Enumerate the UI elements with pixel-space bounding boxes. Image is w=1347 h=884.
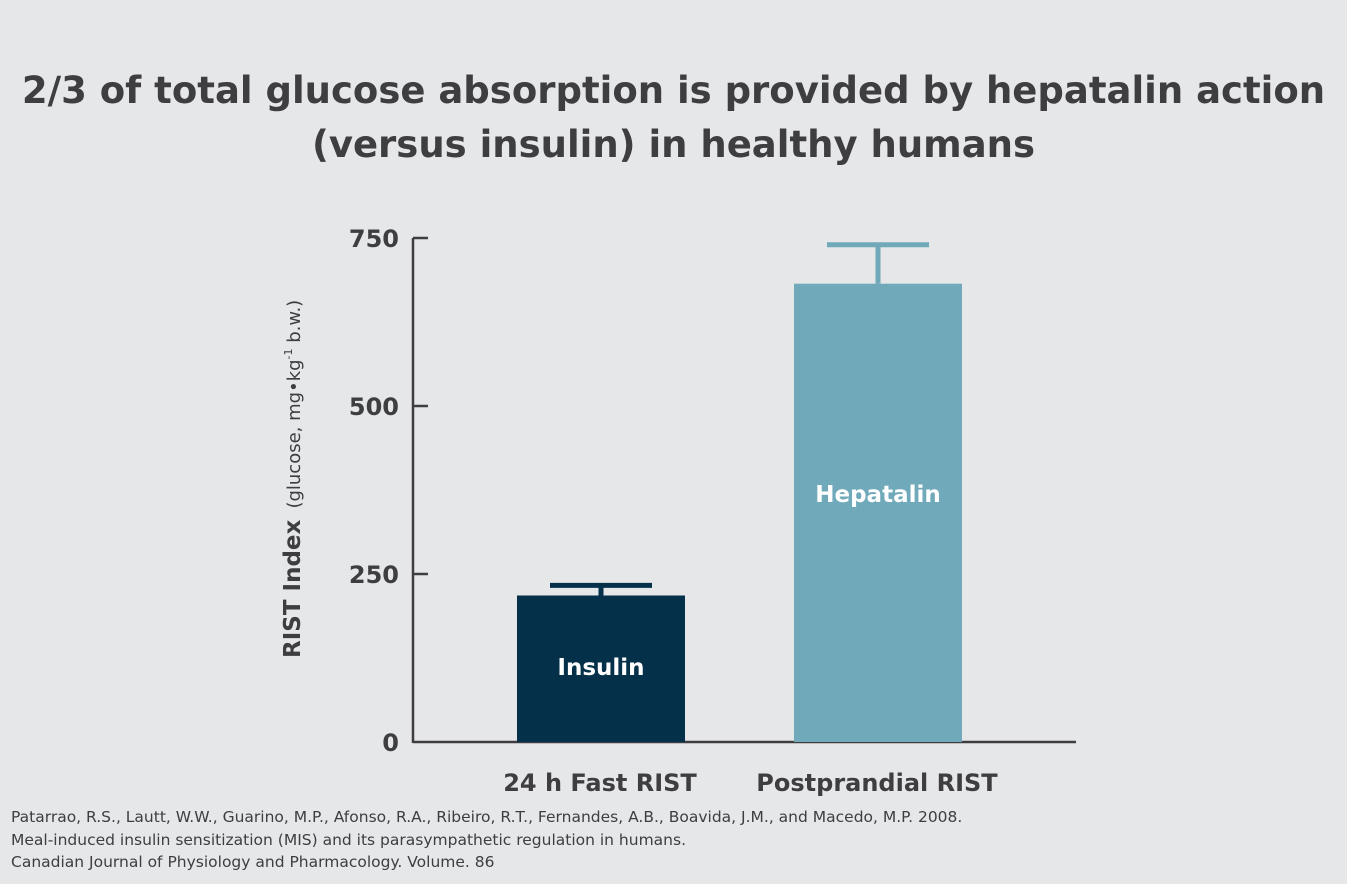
bars xyxy=(517,242,962,742)
chart-title: 2/3 of total glucose absorption is provi… xyxy=(0,64,1347,172)
y-axis-label: RIST Index (glucose, mg•kg-1 b.w.) xyxy=(280,300,306,658)
y-tick-label-500: 500 xyxy=(349,393,399,421)
y-tick-label-750: 750 xyxy=(349,225,399,253)
bar-chart: RIST Index (glucose, mg•kg-1 b.w.) 0 250 5… xyxy=(280,225,1076,797)
citation-line-2: Meal-induced insulin sensitization (MIS)… xyxy=(11,830,686,849)
y-tick-label-250: 250 xyxy=(349,561,399,589)
y-axis-label-superscript: -1 xyxy=(282,348,295,359)
bar-2 xyxy=(794,283,962,742)
y-axis-label-unit: (glucose, mg•kg-1 b.w.) xyxy=(282,300,305,509)
bar-label-2: Hepatalin xyxy=(815,482,941,508)
y-tick-label-0: 0 xyxy=(382,729,399,757)
svg-text:RIST Index (glucose, m: RIST Index (glucose, mg•kg-1 b.w.) xyxy=(280,300,306,658)
chart-title-line-2: (versus insulin) in healthy humans xyxy=(311,123,1036,166)
citation-line-3: Canadian Journal of Physiology and Pharm… xyxy=(11,853,495,871)
chart-title-line-1: 2/3 of total glucose absorption is provi… xyxy=(21,69,1326,112)
labels: Insulin 24 h Fast RIST Hepatalin Postprandi… xyxy=(503,482,998,797)
citation: Patarrao, R.S., Lautt, W.W., Guarino, M.… xyxy=(11,806,962,874)
x-category-label-1: 24 h Fast RIST xyxy=(503,769,697,797)
x-category-label-2: Postprandial RIST xyxy=(756,769,998,797)
y-axis-label-bold: RIST Index xyxy=(280,519,306,658)
bar-label-1: Insulin xyxy=(557,655,644,681)
bar-1 xyxy=(517,595,685,742)
citation-line-1: Patarrao, R.S., Lautt, W.W., Guarino, M.… xyxy=(11,808,963,826)
axes: 0 250 500 750 xyxy=(349,225,1076,757)
